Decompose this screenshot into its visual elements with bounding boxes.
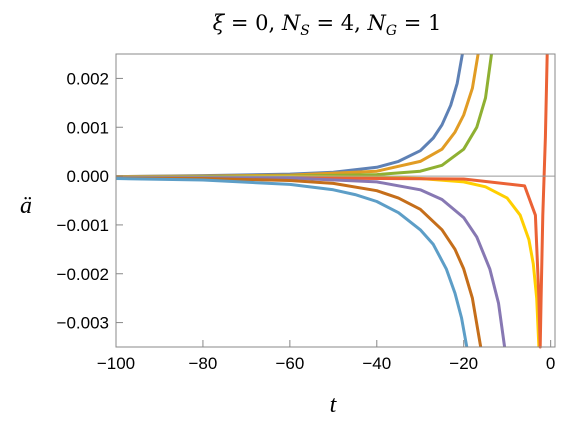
ticks-layer: −100 −80 −60 −40 −20 0 0.002 0.001 0.000 −0.001 −0…: [57, 69, 556, 373]
title-ns-symbol: N: [281, 11, 301, 35]
x-axis-label: t: [330, 392, 338, 418]
title-ns-value: = 4,: [310, 11, 368, 35]
series-line-7: [115, 176, 483, 348]
y-axis-label: ä: [20, 193, 32, 219]
series-line-8: [115, 177, 469, 348]
x-tick-label: −80: [189, 354, 218, 373]
x-tick-label: −100: [97, 354, 135, 373]
x-tick-label: −20: [449, 354, 478, 373]
title-ns-subscript: S: [300, 23, 310, 39]
title-ng-subscript: G: [386, 23, 397, 39]
title-ng-value: = 1: [397, 11, 441, 35]
x-tick-label: −40: [362, 354, 391, 373]
x-tick-label: 0: [546, 354, 555, 373]
plot-frame: [115, 53, 556, 348]
x-tick-label: −60: [275, 354, 304, 373]
y-tick-label: −0.001: [57, 216, 109, 235]
title-xi-value: = 0,: [224, 11, 282, 35]
y-tick-label: 0.001: [66, 118, 109, 137]
series-line-1: [115, 53, 464, 179]
y-tick-label: −0.002: [57, 265, 109, 284]
chart-title: ξ = 0, NS = 4, NG = 1: [213, 11, 442, 39]
y-tick-label: −0.003: [57, 314, 109, 333]
title-ng-symbol: N: [367, 11, 387, 35]
title-xi-symbol: ξ: [213, 11, 226, 35]
series-layer: [115, 53, 549, 349]
y-tick-label: 0.002: [66, 69, 109, 88]
series-line-3: [115, 53, 493, 179]
series-line-5: [116, 53, 549, 349]
y-tick-label: 0.000: [66, 167, 109, 186]
series-line-2: [115, 53, 480, 179]
series-line-6: [116, 176, 507, 348]
